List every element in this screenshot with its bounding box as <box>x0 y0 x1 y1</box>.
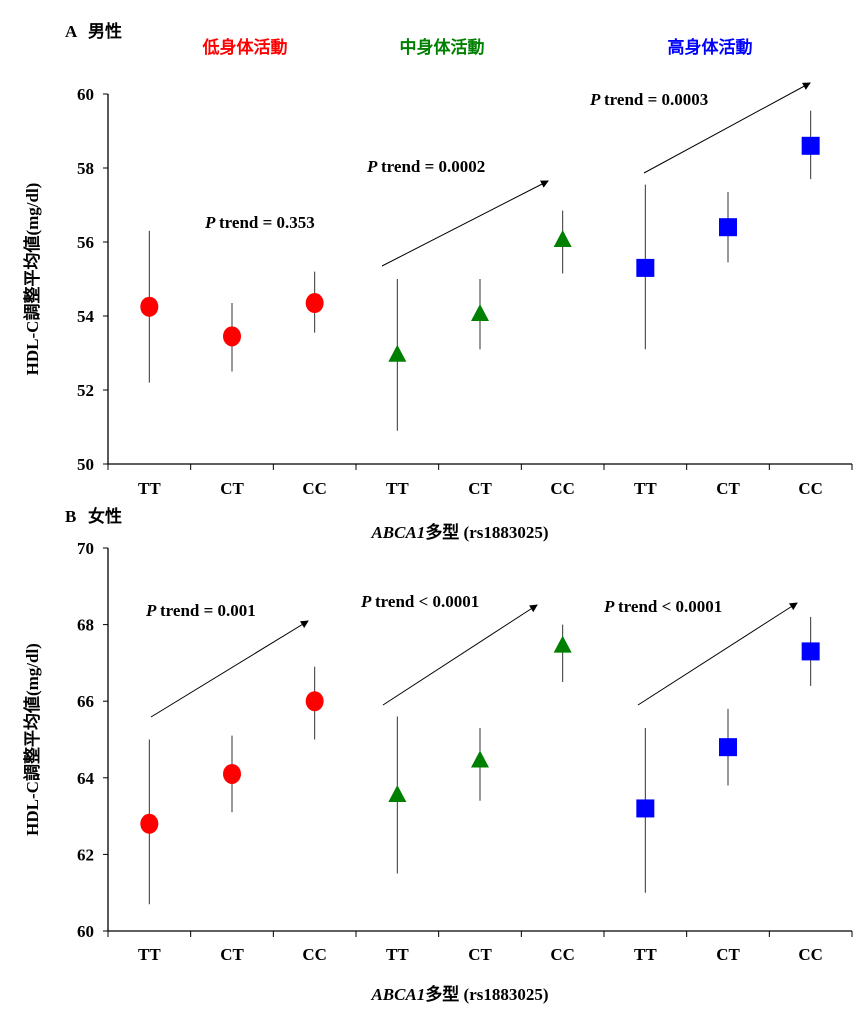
panel-a-y-tick-label: 58 <box>77 159 94 178</box>
panel-a-x-tick-label: CC <box>302 479 327 498</box>
panel-b-y-axis-title: HDL-C調整平均値(mg/dl) <box>22 643 42 836</box>
panel-b-letter: B <box>65 507 76 526</box>
panel-a-x-tick-label: CT <box>468 479 492 498</box>
panel-b-trend-arrow <box>637 602 798 706</box>
panel-b-trend-arrow <box>150 620 309 718</box>
panel-a-point-triangle <box>553 230 572 247</box>
panel-a-y-tick-label: 60 <box>77 85 94 104</box>
panel-a-p-trend-label: P trend = 0.0003 <box>589 90 708 109</box>
panel-a-point-square <box>801 136 820 155</box>
panel-b-x-tick-label: TT <box>634 945 657 964</box>
panel-b-y-tick-label: 66 <box>77 692 94 711</box>
panel-a-y-tick-label: 52 <box>77 381 94 400</box>
panel-b-p-trend-label: P trend = 0.001 <box>145 601 256 620</box>
panel-b-point-triangle <box>471 750 489 768</box>
panel-b-x-tick-label: CT <box>220 945 244 964</box>
panel-a-p-trend-label: P trend = 0.0002 <box>366 157 485 176</box>
panel-b-point-square <box>801 642 820 661</box>
panel-a-letter: A <box>65 22 78 41</box>
panel-b-p-trend-label: P trend < 0.0001 <box>360 592 479 611</box>
panel-a-x-tick-label: TT <box>386 479 409 498</box>
group-label-mid: 中身体活動 <box>400 37 485 57</box>
panel-b-point-triangle <box>553 635 572 653</box>
panel-a-p-trend-label: P trend = 0.353 <box>204 213 315 232</box>
panel-b-x-tick-label: TT <box>386 945 409 964</box>
panel-a-x-tick-label: CC <box>550 479 575 498</box>
panel-a-point-triangle <box>471 304 489 321</box>
panel-b-y-tick-label: 68 <box>77 616 94 635</box>
panel-b-y-tick-label: 60 <box>77 922 94 941</box>
panel-a-x-tick-label: CT <box>220 479 244 498</box>
panel-b-p-trend-label: P trend < 0.0001 <box>603 597 722 616</box>
panel-b-trend-arrow <box>382 604 538 706</box>
group-label-low: 低身体活動 <box>202 37 288 57</box>
panel-b-x-tick-label: CC <box>302 945 327 964</box>
panel-b-title: 女性 <box>88 506 122 526</box>
panel-a-point-circle <box>223 326 241 347</box>
panel-b-point-circle <box>223 763 241 784</box>
panel-a-point-square <box>719 218 737 237</box>
panel-b-x-axis-title: ABCA1多型 (rs1883025) <box>370 984 548 1004</box>
panel-a-y-tick-label: 50 <box>77 455 94 474</box>
panel-a-y-tick-label: 54 <box>77 307 95 326</box>
panel-b-point-square <box>719 738 737 757</box>
panel-a-x-tick-label: CT <box>716 479 740 498</box>
panel-b-point-circle <box>305 691 324 712</box>
panel-a-y-tick-label: 56 <box>77 233 94 252</box>
panel-b-point-square <box>636 799 655 818</box>
panel-a-point-circle <box>140 296 159 317</box>
panel-a-trend-arrow <box>643 82 811 174</box>
panel-b-x-tick-label: CC <box>798 945 823 964</box>
panel-a-point-circle <box>305 293 324 314</box>
panel-b-x-tick-label: CT <box>468 945 492 964</box>
panel-a-y-axis-title: HDL-C調整平均値(mg/dl) <box>22 183 42 376</box>
panel-b-point-triangle <box>388 784 407 802</box>
panel-b-x-tick-label: CT <box>716 945 740 964</box>
group-label-high: 高身体活動 <box>668 37 753 57</box>
panel-b-x-tick-label: TT <box>138 945 161 964</box>
panel-a-x-tick-label: TT <box>138 479 161 498</box>
panel-a-x-tick-label: TT <box>634 479 657 498</box>
panel-a-point-square <box>636 258 655 277</box>
panel-a-x-axis-title: ABCA1多型 (rs1883025) <box>370 522 548 542</box>
panel-b-x-tick-label: CC <box>550 945 575 964</box>
panel-b-point-circle <box>140 813 159 834</box>
panel-a-trend-arrow <box>381 180 549 267</box>
panel-a-title: 男性 <box>88 21 122 41</box>
panel-a-point-triangle <box>388 344 407 362</box>
panel-b-y-tick-label: 64 <box>77 769 95 788</box>
panel-b-y-tick-label: 70 <box>77 539 94 558</box>
panel-b-y-tick-label: 62 <box>77 845 94 864</box>
panel-a-x-tick-label: CC <box>798 479 823 498</box>
